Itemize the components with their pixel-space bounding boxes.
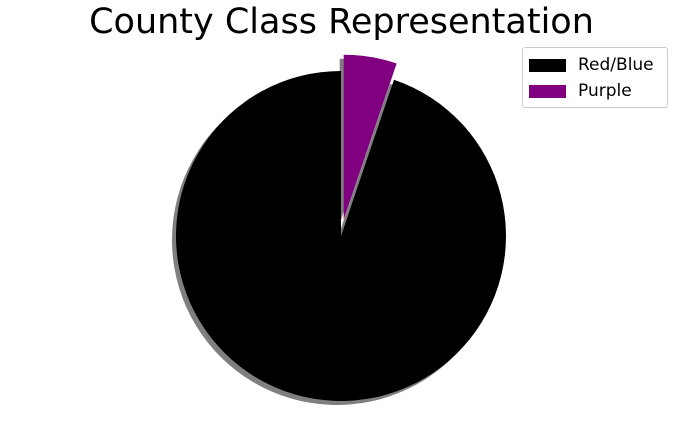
legend-label-red-blue: Red/Blue (578, 55, 654, 75)
legend-swatch-purple (529, 84, 566, 98)
chart-title: County Class Representation (89, 2, 594, 42)
legend-label-purple: Purple (578, 81, 632, 101)
legend: Red/Blue Purple (522, 47, 668, 108)
pie-slice-red-blue (176, 71, 507, 401)
pie-slice-layer (176, 54, 507, 401)
legend-item-red-blue: Red/Blue (529, 54, 654, 76)
pie-slice-purple (343, 54, 397, 220)
legend-item-purple: Purple (529, 80, 632, 102)
legend-swatch-red-blue (529, 58, 566, 72)
